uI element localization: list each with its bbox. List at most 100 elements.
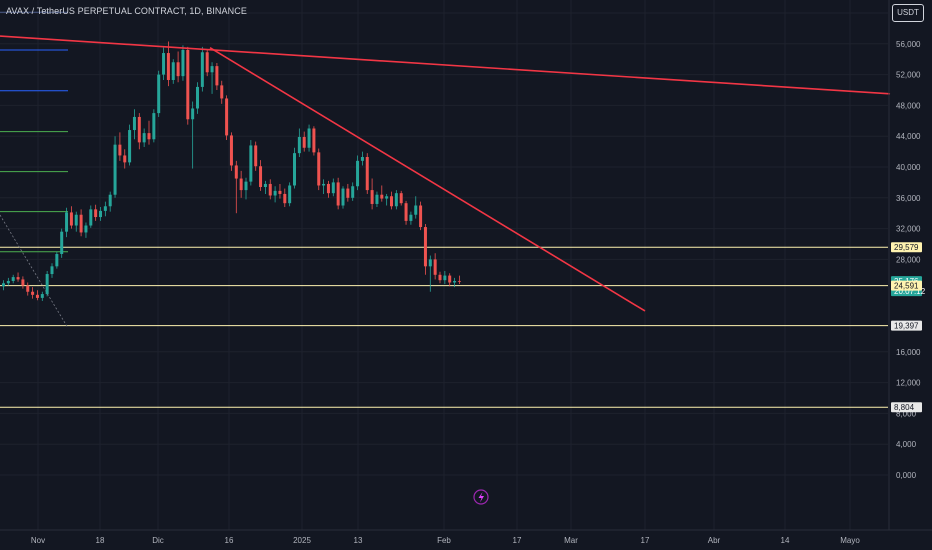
candle-body	[171, 62, 175, 80]
candle-body	[438, 274, 442, 281]
currency-button[interactable]: USDT	[892, 4, 924, 22]
candle-body	[419, 205, 423, 228]
x-tick-label: Nov	[31, 536, 45, 545]
candle-body	[21, 279, 25, 286]
candle-body	[40, 294, 44, 298]
candle-body	[351, 186, 355, 198]
chart-title: AVAX / TetherUS PERPETUAL CONTRACT, 1D, …	[6, 6, 247, 16]
candle-body	[394, 193, 398, 207]
candle-body	[99, 210, 102, 218]
dotted-guide-line	[0, 214, 69, 329]
candle-body	[341, 188, 345, 206]
candle-body	[196, 86, 199, 109]
candle-body	[6, 280, 10, 284]
x-tick-label: 13	[354, 536, 363, 545]
candle-body	[433, 259, 437, 275]
candle-body	[457, 280, 461, 282]
y-tick-label: 8,000	[896, 409, 917, 418]
candle-body	[220, 85, 224, 99]
candle-body	[322, 183, 326, 186]
candle-body	[176, 62, 180, 77]
trendline[interactable]	[0, 35, 891, 95]
candle-body	[103, 206, 107, 211]
trendlines[interactable]	[0, 35, 891, 312]
candle-body	[108, 194, 112, 207]
candle-body	[55, 254, 59, 267]
x-tick-label: 17	[641, 536, 650, 545]
candle-body	[326, 183, 330, 194]
y-tick-label: 40,000	[896, 163, 921, 172]
horizontal-levels	[0, 246, 888, 408]
x-tick-label: 18	[96, 536, 105, 545]
candle-body	[118, 144, 122, 156]
candle-body	[370, 190, 374, 204]
trendline[interactable]	[209, 46, 646, 312]
candle-body	[74, 214, 78, 226]
candle-body	[123, 155, 127, 163]
candle-body	[356, 160, 360, 187]
price-badge-text: 19,397	[894, 322, 919, 331]
y-tick-label: 12,000	[896, 379, 921, 388]
candle-body	[283, 193, 287, 204]
candle-body	[288, 185, 292, 204]
candle-body	[89, 209, 93, 226]
candle-body	[239, 178, 243, 191]
candle-body	[229, 135, 233, 166]
candle-body	[128, 130, 132, 163]
x-tick-label: Abr	[708, 536, 721, 545]
candle-body	[268, 183, 272, 196]
x-tick-label: 2025	[293, 536, 311, 545]
candle-body	[365, 156, 369, 191]
candle-body	[380, 194, 384, 199]
x-tick-label: 17	[513, 536, 522, 545]
lightning-icon[interactable]	[473, 489, 489, 505]
x-tick-label: Mar	[564, 536, 578, 545]
price-badge-text: 8,804	[894, 403, 915, 412]
candle-body	[375, 194, 379, 204]
x-tick-label: 16	[225, 536, 234, 545]
candle-body	[414, 205, 418, 215]
y-tick-label: 28,000	[896, 255, 921, 264]
price-badge	[891, 280, 922, 291]
countdown-text: 20:07:12	[894, 287, 926, 296]
left-indicator-ticks	[0, 11, 68, 253]
x-tick-label: Mayo	[840, 536, 860, 545]
candle-body	[137, 116, 141, 143]
candle-body	[186, 49, 190, 120]
candle-body	[31, 291, 35, 295]
candle-body	[35, 294, 39, 298]
candle-body	[94, 209, 98, 218]
candle-body	[147, 133, 151, 140]
candle-body	[166, 53, 170, 80]
price-badge	[891, 242, 922, 253]
candle-body	[142, 133, 146, 143]
candle-body	[360, 156, 364, 161]
candle-body	[448, 275, 452, 283]
candle-body	[346, 188, 350, 198]
x-tick-label: Feb	[437, 536, 451, 545]
x-tick-label: Dic	[152, 536, 164, 545]
price-badge-text: 29,579	[894, 243, 919, 252]
y-tick-label: 44,000	[896, 132, 921, 141]
candle-body	[210, 66, 214, 73]
candle-body	[423, 227, 427, 267]
candle-body	[443, 275, 447, 281]
price-badge	[891, 320, 922, 331]
candle-body	[254, 145, 258, 167]
candle-body	[428, 259, 432, 267]
candle-body	[307, 128, 311, 148]
candle-body	[191, 108, 195, 120]
candle-body	[26, 285, 30, 292]
candle-body	[312, 128, 316, 153]
candle-body	[263, 183, 267, 188]
candle-body	[84, 225, 88, 233]
y-tick-label: 16,000	[896, 348, 921, 357]
candle-body	[390, 196, 393, 207]
candle-body	[50, 266, 54, 275]
candle-body	[69, 212, 73, 226]
x-tick-label: 14	[781, 536, 790, 545]
candle-body	[181, 49, 185, 77]
candle-body	[215, 66, 219, 86]
candle-body	[278, 190, 282, 194]
